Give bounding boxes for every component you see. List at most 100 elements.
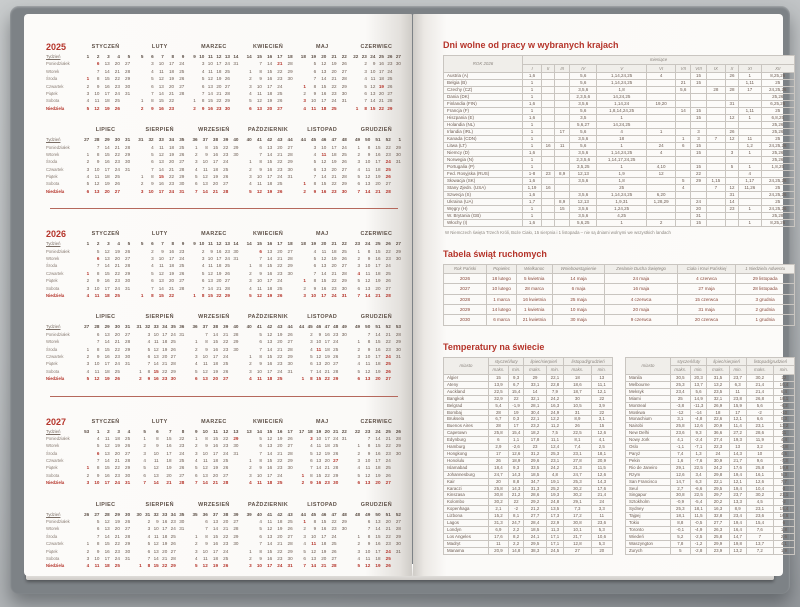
month-grid: 36 37 38 39 40 1 8 15 22 29 2 9 16 23 30 3 10 17 24 4 11 18 25… (188, 136, 239, 195)
holiday-days-cell (724, 93, 739, 102)
week-number: 21 (331, 54, 337, 59)
weekday-label: Poniedziałek (46, 144, 70, 150)
calendar-day: 21 (114, 533, 120, 539)
holiday-days-cell (705, 163, 726, 172)
week-number: 1 (86, 54, 90, 59)
calendar-day: 26 (223, 368, 229, 374)
calendar-day: 24 (277, 278, 283, 284)
temperature-cell: 16,1 (745, 470, 774, 479)
calendar-day: 23 (331, 526, 337, 532)
feast-date-cell: 20 czerwca (676, 314, 737, 326)
temperature-cell: -2 (507, 505, 525, 514)
holidays-table: ROK 2026 miesiące I II III IV V VI VII VIII IX X XI X… (443, 54, 796, 228)
temperature-cell: 20,2 (706, 498, 730, 507)
calendar-half-row: Tydzień Poniedziałek Wtorek Środa Czwartek Pi… (46, 312, 402, 382)
calendar-day: 15 (375, 248, 381, 254)
holidays-title: Dni wolne od pracy w wybranych krajach (443, 40, 619, 50)
calendar-day: 3 (151, 256, 154, 262)
city-name: Tokio (625, 519, 671, 527)
calendar-day: 6 (249, 105, 252, 111)
calendar-day (80, 68, 90, 75)
calendar-day: 27 (125, 61, 131, 67)
calendar-month: MAJ 17 18 19 20 21 22 3 10 17 24 31 4 11 18 25 5 12 19 26 6 1… (297, 417, 348, 487)
holiday-days-cell: 4 (675, 184, 692, 193)
calendar-day: 18 (168, 263, 175, 269)
temperature-cell: 23 (523, 443, 547, 451)
calendar-day: 13 (321, 263, 327, 269)
calendar-day: 5 (313, 61, 317, 67)
calendar-day: 12 (207, 270, 213, 276)
temperature-cell: 24,1 (523, 532, 547, 541)
table-row: Niemcy (D) 1,6 3,5,6 1,14,24,25 4 15 3 1 25,26 (443, 149, 796, 158)
calendar-day: 15 (375, 443, 381, 449)
temperature-cell: -7,3 (772, 456, 796, 465)
holiday-days-cell (645, 184, 677, 193)
calendar-day: 3 (357, 548, 361, 554)
calendar-day: 13 (202, 376, 208, 382)
week-number: 27 (84, 137, 90, 143)
calendar-day: 27 (125, 331, 131, 337)
holiday-days-cell (541, 156, 556, 165)
week-number: 30 (136, 511, 142, 517)
table-row: Bruksela 6,7 0,3 22,1 12,2 8,9 3,1 (443, 415, 614, 424)
feast-date-cell: 28 marca (515, 283, 553, 295)
calendar-day (243, 525, 253, 532)
calendar-day: 5 (357, 472, 361, 478)
calendar-day: 16 (267, 76, 273, 82)
feast-col-header: 1 Niedziela Adwentu (735, 264, 795, 274)
week-number: 35 (179, 137, 185, 143)
temperature-cell: 21,2 (523, 505, 547, 514)
calendar-day: 1 (86, 465, 90, 471)
feast-date-cell: 10 maja (551, 303, 606, 316)
feast-col-header: Ciała i Krwi Pańskiej (676, 264, 737, 274)
calendar-day: 26 (287, 435, 293, 441)
holiday-days-cell (737, 191, 762, 200)
calendar-day: 2 (249, 166, 252, 172)
calendar-day: 24 (277, 83, 283, 89)
calendar-day (339, 368, 348, 375)
calendar-day: 9 (313, 90, 317, 96)
calendar-day: 6 (195, 181, 198, 187)
movable-feasts-table: Rok Pański Popielec Wielkanoc Wniebowstąpie… (443, 264, 795, 326)
calendar-day (134, 255, 144, 262)
temperature-cell: 29,9 (706, 539, 730, 548)
month-grid: 13 14 15 16 17 5 12 19 26 6 13 20 27 7 14 21 28 1 8 15 22 29 2… (243, 428, 294, 487)
feast-date-cell: 30 maja (551, 314, 606, 326)
calendar-day: 18 (216, 263, 222, 269)
week-number: 47 (331, 511, 337, 517)
table-row: Singapur 30,8 22,5 29,7 23,7 30,2 23,1 (625, 491, 796, 500)
table-row: Hongkong 17 12,6 31,2 25,3 23,1 18,1 (443, 449, 614, 458)
calendar-day (297, 457, 306, 464)
calendar-day: 7 (205, 526, 208, 532)
month-grid: 1 2 3 4 5 5 12 19 26 6 13 20 27 7 14 21 28 1 8 15 22 29 2 9 16 23… (80, 240, 131, 299)
holiday-days-cell: 8,25,26 (760, 72, 796, 81)
holiday-days-cell: 24,25,26 (760, 142, 796, 151)
calendar-day: 8 (310, 376, 313, 382)
month-name: CZERWIEC (360, 44, 393, 50)
calendar-day (134, 338, 143, 345)
calendar-day (121, 105, 131, 112)
calendar-day: 10 (321, 144, 327, 150)
temperature-cell: -7,1 (689, 443, 708, 451)
month-grid: 9 10 11 12 13 14 3 10 17 24 31 4 11 18 25 5 12 19 26 6 13 20 2… (188, 53, 239, 112)
calendar-day (392, 166, 402, 173)
calendar-day: 11 (153, 533, 159, 539)
calendar-day: 23 (114, 548, 120, 554)
calendar-day: 14 (153, 555, 159, 561)
calendar-day: 29 (395, 248, 401, 254)
calendar-years: 2025 Tydzień Poniedziałek Wtorek Środa Czwart… (46, 42, 402, 583)
calendar-day: 18 (212, 166, 219, 172)
maxmin-header: maks. (563, 365, 592, 375)
temperature-cell: 21,4 (745, 380, 774, 389)
temperature-cell: 3,9 (590, 401, 614, 410)
calendar-day (283, 180, 293, 187)
calendar-day: 18 (321, 105, 327, 111)
week-number: 30 (114, 137, 120, 143)
calendar-day (229, 472, 239, 479)
calendar-day: 7 (259, 450, 262, 456)
calendar-day: 28 (287, 346, 293, 352)
calendar-day: 6 (259, 248, 262, 254)
temperature-cell: 3,3 (590, 505, 614, 514)
temperature-cell: 23,6 (670, 429, 691, 438)
calendar-day: 21 (277, 346, 283, 352)
